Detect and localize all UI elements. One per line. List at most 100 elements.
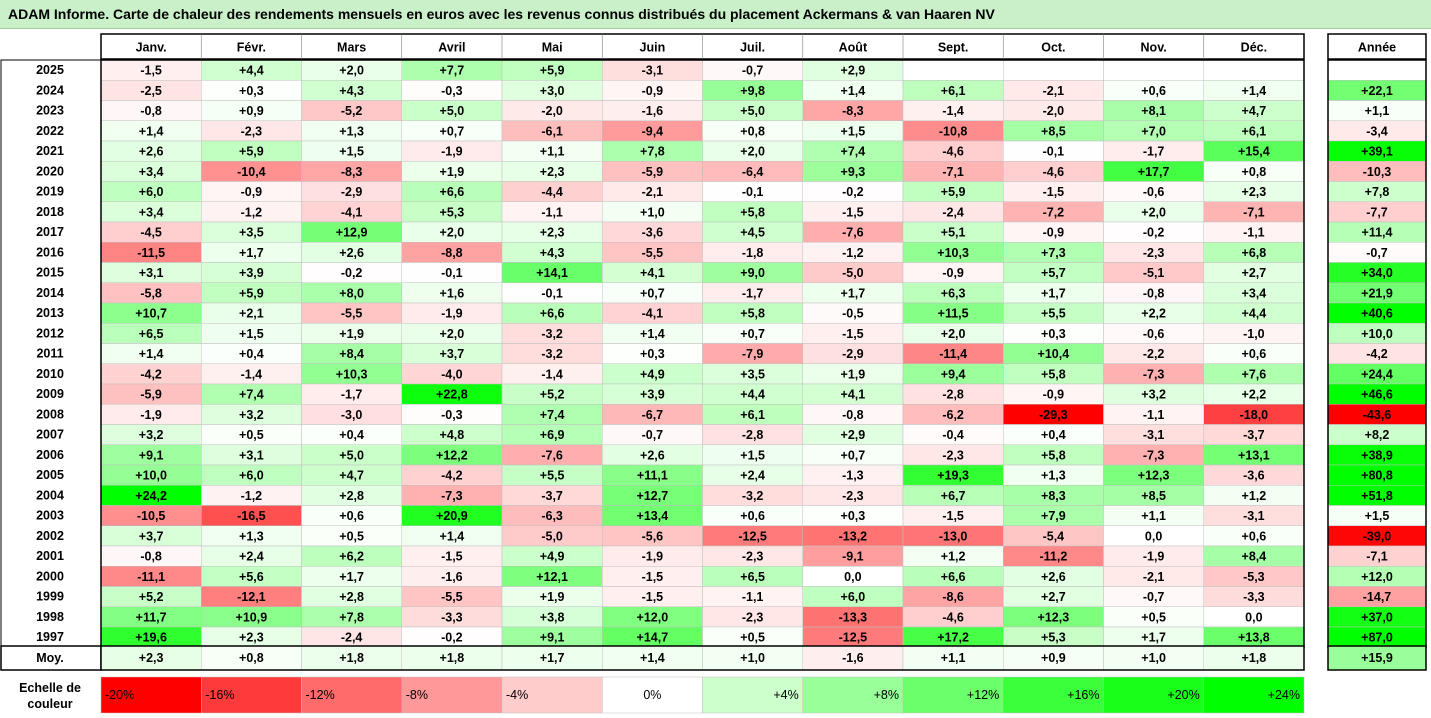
heatmap-cell-value: -1,4 [541,367,563,381]
heatmap-cell-value: +7,6 [1242,367,1267,381]
heatmap-cell-value: -5,9 [140,388,162,402]
heatmap-cell-value: -2,0 [1043,104,1065,118]
row-year-label: 2018 [36,205,64,219]
heatmap-cell-value: +0,3 [239,84,264,98]
row-year-label: 2001 [36,549,64,563]
heatmap-cell-value: -1,1 [1243,226,1265,240]
heatmap-cell-value: -5,0 [541,529,563,543]
heatmap-cell-value: +6,6 [540,307,565,321]
row-year-label: 2012 [36,326,64,340]
heatmap-cell-value: +0,3 [1041,327,1066,341]
heatmap-cell-value: +4,9 [540,550,565,564]
heatmap-cell-value: +1,4 [640,327,665,341]
heatmap-cell-value: -1,9 [642,550,664,564]
heatmap-cell-value: +4,3 [339,84,364,98]
heatmap-cell-value: -1,7 [341,388,363,402]
heatmap-cell-value: -0,9 [1043,226,1065,240]
heatmap-cell-value: +9,0 [740,266,765,280]
annual-cell-value: -7,1 [1366,550,1388,564]
heatmap-cell-value: +2,8 [339,489,364,503]
heatmap-cell-value: +12,2 [436,448,468,462]
heatmap-cell-value: +6,0 [841,590,866,604]
heatmap-cell-value: -7,1 [1243,205,1265,219]
heatmap-cell-value: +10,4 [1038,347,1070,361]
annual-cell-value: +51,8 [1361,489,1393,503]
average-cell-value: +0,9 [1041,651,1066,665]
heatmap-cell-value: -0,1 [441,266,463,280]
heatmap-cell-value: +4,3 [540,246,565,260]
heatmap-cell-value: +0,5 [1141,610,1166,624]
annual-cell-value: +39,1 [1361,145,1393,159]
heatmap-cell-value: -8,3 [842,104,864,118]
heatmap-cell-value: -5,1 [1143,266,1165,280]
heatmap-cell-value: -2,3 [742,550,764,564]
heatmap-cell-value: -7,3 [1143,367,1165,381]
heatmap-cell-value: -7,9 [742,347,764,361]
heatmap-cell-value: -0,4 [942,428,964,442]
heatmap-cell-value: +24,2 [135,489,167,503]
row-year-label: 2019 [36,185,64,199]
annual-cell-value: +24,4 [1361,367,1393,381]
heatmap-cell-value: -1,6 [642,104,664,118]
legend-step-label: -8% [406,688,428,702]
heatmap-cell-value: -3,0 [341,408,363,422]
heatmap-cell-value: -2,1 [1043,84,1065,98]
heatmap-cell-value: -5,0 [842,266,864,280]
heatmap-cell-value: +6,7 [941,489,966,503]
heatmap-cell-value: -0,7 [642,428,664,442]
heatmap-cell-value: +1,9 [841,367,866,381]
heatmap-cell-value: +3,2 [1141,388,1166,402]
heatmap-cell-value: -3,3 [441,610,463,624]
heatmap-cell-value: +0,7 [640,286,665,300]
heatmap-cell-value: +0,9 [239,104,264,118]
heatmap-cell-value: +0,6 [1141,84,1166,98]
heatmap-cell-value: +4,1 [640,266,665,280]
row-year-label: 2008 [36,407,64,421]
heatmap-cell-value: +2,1 [239,307,264,321]
heatmap-cell-value: -1,7 [1143,145,1165,159]
heatmap-cell-value: +12,0 [637,610,669,624]
heatmap-cell-value: +2,3 [540,226,565,240]
row-year-label: 1997 [36,630,64,644]
heatmap-cell-value: +6,1 [941,84,966,98]
row-year-label: 1998 [36,610,64,624]
heatmap-cell-value: +3,2 [139,428,164,442]
heatmap-cell-value: +2,3 [540,165,565,179]
heatmap-cell-value: +4,7 [1242,104,1267,118]
heatmap-cell-value: -4,2 [140,367,162,381]
heatmap-cell-value: +6,5 [139,327,164,341]
heatmap-cell-value: +1,4 [841,84,866,98]
legend-swatch [401,676,503,714]
heatmap-cell-value: +14,1 [536,266,568,280]
heatmap-cell-value: +8,5 [1141,489,1166,503]
heatmap-cell-value: -2,8 [742,428,764,442]
heatmap-cell-value: -0,7 [742,64,764,78]
heatmap-cell-value: -12,5 [738,529,767,543]
heatmap-cell-value: +17,7 [1138,165,1170,179]
average-cell-value: +1,8 [440,651,465,665]
heatmap-cell-value: -1,7 [742,286,764,300]
heatmap-cell-value: +3,5 [740,367,765,381]
average-annual-cell [1327,645,1427,671]
heatmap-cell-value: -4,6 [1043,165,1065,179]
row-year-label: 2017 [36,225,64,239]
heatmap-cell-value: -4,6 [942,610,964,624]
heatmap-cell-value: +5,6 [239,570,264,584]
heatmap-cell-value: -8,3 [341,165,363,179]
heatmap-cell-value: +4,9 [640,367,665,381]
heatmap-cell-value: -9,4 [642,124,664,138]
row-year-label: 2024 [36,83,64,97]
annual-cell-value: +21,9 [1361,286,1393,300]
heatmap-cell-value: +10,7 [135,307,167,321]
heatmap-cell-value: -5,5 [341,307,363,321]
heatmap-cell-value: +13,8 [1238,631,1270,645]
column-header: Mars [337,41,366,55]
heatmap-cell-value: -6,3 [541,509,563,523]
heatmap-cell-value: +0,6 [1242,529,1267,543]
average-cell-value: +1,4 [640,651,665,665]
heatmap-cell-value: +0,3 [640,347,665,361]
heatmap-cell-value: +1,3 [1041,469,1066,483]
heatmap-cell-value: +2,9 [841,64,866,78]
heatmap-cell-value: +5,8 [1041,367,1066,381]
heatmap-cell-value: +1,3 [239,529,264,543]
